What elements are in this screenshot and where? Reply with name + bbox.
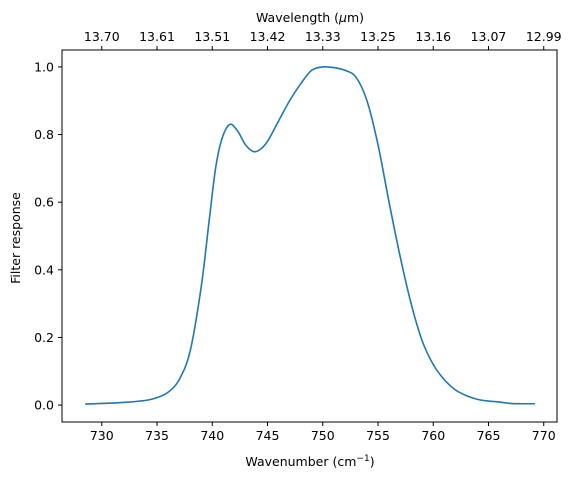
top-tick-label: 13.70: [84, 29, 120, 44]
top-tick-label: 13.42: [250, 29, 286, 44]
left-tick-label: 0.0: [34, 398, 54, 413]
left-tick-label: 0.6: [34, 195, 54, 210]
top-tick-label: 12.99: [526, 29, 562, 44]
top-tick-label: 13.51: [194, 29, 230, 44]
left-axis-title: Filter response: [8, 192, 23, 284]
top-tick-label: 13.16: [415, 29, 451, 44]
left-tick-label: 0.8: [34, 127, 54, 142]
plot-area: [61, 49, 558, 423]
left-tick-label: 1.0: [34, 59, 54, 74]
bottom-axis-ticks: 730 735 740 745 750 755 760 765 770: [90, 422, 556, 443]
bottom-tick-label: 760: [421, 428, 445, 443]
left-axis-ticks: 0.0 0.2 0.4 0.6 0.8 1.0: [34, 59, 62, 413]
bottom-tick-label: 745: [256, 428, 280, 443]
bottom-tick-label: 770: [532, 428, 556, 443]
bottom-tick-label: 735: [145, 428, 169, 443]
top-tick-label: 13.25: [360, 29, 396, 44]
left-tick-label: 0.2: [34, 330, 54, 345]
bottom-tick-label: 730: [90, 428, 114, 443]
top-tick-label: 13.07: [471, 29, 507, 44]
series-line-0: [85, 65, 535, 405]
bottom-tick-label: 750: [311, 428, 335, 443]
top-axis-ticks: 13.70 13.61 13.51 13.42 13.33 13.25 13.16 13.07…: [84, 29, 562, 50]
plot-frame: [61, 49, 558, 423]
top-tick-label: 13.61: [139, 29, 175, 44]
top-axis-title: Wavelength (μm): [256, 10, 364, 25]
top-tick-label: 13.33: [305, 29, 341, 44]
bottom-tick-label: 765: [477, 428, 501, 443]
bottom-tick-label: 740: [200, 428, 224, 443]
bottom-tick-label: 755: [366, 428, 390, 443]
left-tick-label: 0.4: [34, 262, 54, 277]
bottom-axis-title: Wavenumber (cm−1): [245, 454, 374, 469]
